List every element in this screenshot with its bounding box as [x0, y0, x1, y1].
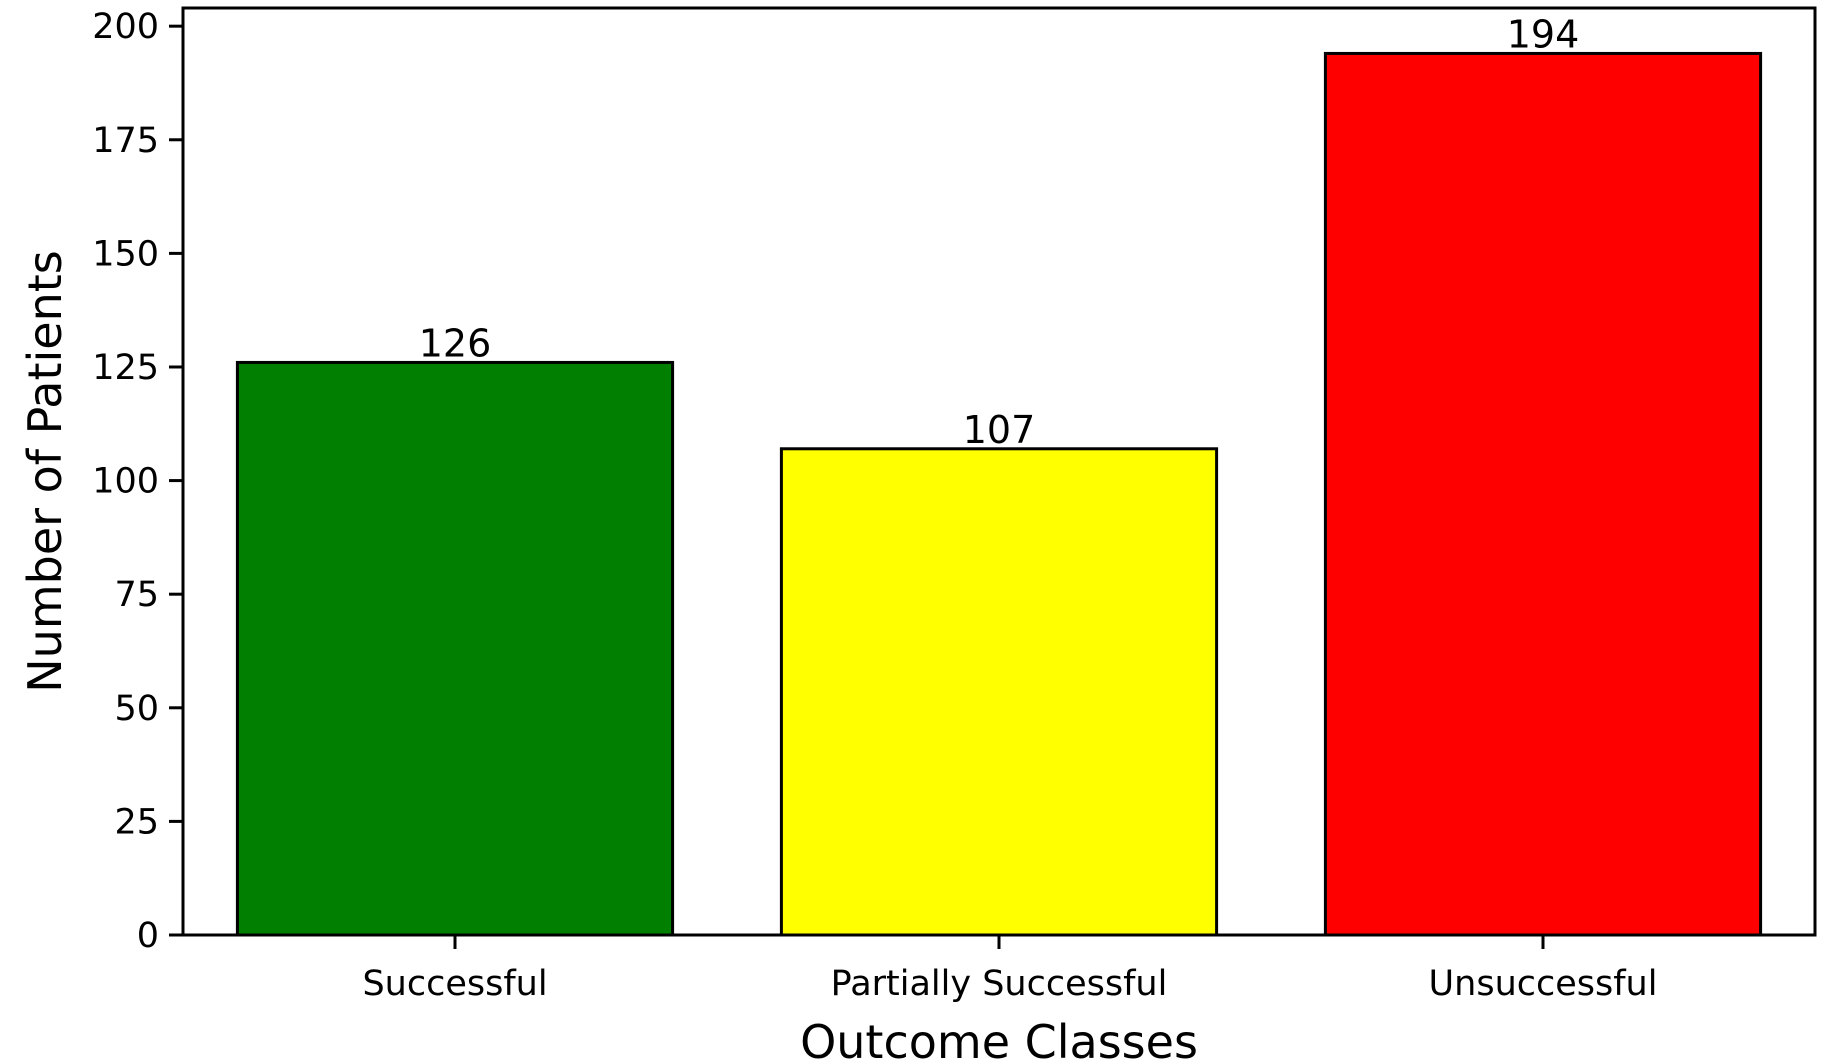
x-tick-label: Unsuccessful — [1429, 964, 1658, 1004]
y-axis-ticks: 0 25 50 75 100 125 150 175 200 — [92, 7, 183, 956]
bar-value-label: 194 — [1507, 12, 1580, 56]
bar-value-label: 107 — [963, 408, 1036, 452]
y-axis-title: Number of Patients — [18, 250, 72, 693]
y-tick-label: 100 — [92, 462, 159, 502]
x-axis-title: Outcome Classes — [800, 1015, 1198, 1062]
y-tick-label: 75 — [114, 575, 159, 615]
bar-value-label: 126 — [419, 321, 492, 365]
y-tick-label: 125 — [92, 348, 159, 388]
x-tick-label: Successful — [362, 964, 547, 1004]
y-tick-label: 150 — [92, 234, 159, 274]
x-axis-ticks: Successful Partially Successful Unsuccessf… — [362, 935, 1657, 1004]
bars-group — [235, 51, 1763, 937]
y-tick-label: 50 — [114, 689, 159, 729]
y-tick-label: 200 — [92, 7, 159, 47]
x-tick-label: Partially Successful — [831, 964, 1168, 1004]
bar-successful — [235, 360, 675, 937]
y-tick-label: 175 — [92, 121, 159, 161]
data-labels-group: 126 107 194 — [419, 12, 1580, 451]
y-tick-label: 0 — [137, 916, 159, 956]
bar-unsuccessful — [1323, 51, 1763, 937]
y-tick-label: 25 — [114, 802, 159, 842]
bar-partially-successful — [779, 447, 1219, 937]
